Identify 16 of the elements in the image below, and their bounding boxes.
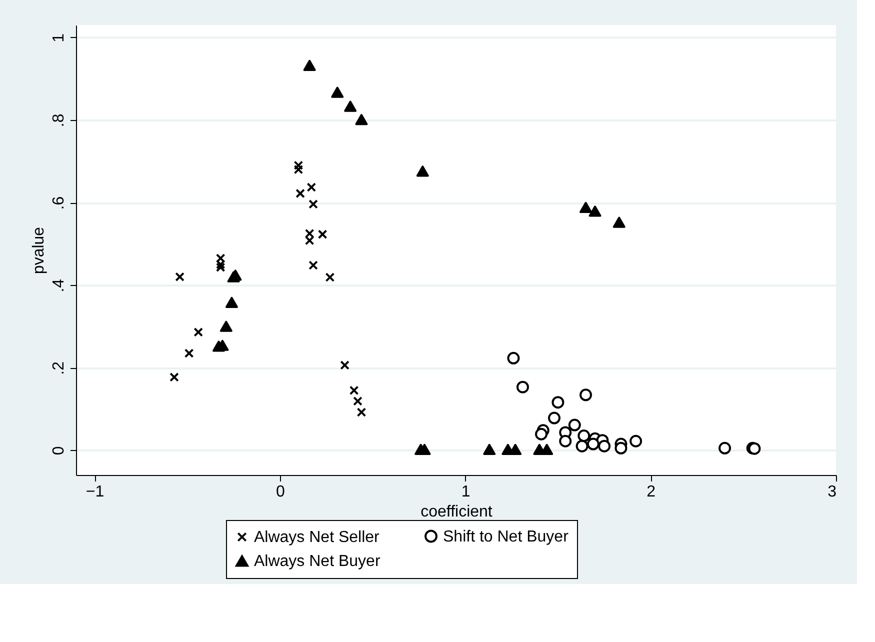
y-tick-label: 1 — [50, 33, 68, 42]
y-tick-label: .2 — [50, 361, 68, 375]
x-tick-label: 2 — [646, 484, 656, 500]
y-tick-label: .4 — [50, 278, 68, 292]
y-axis-title: pvalue — [30, 226, 48, 274]
legend-label: Always Net Seller — [254, 529, 380, 546]
x-tick-label: 0 — [276, 484, 285, 500]
y-tick-label: 0 — [50, 446, 68, 456]
x-axis-title: coefficient — [420, 504, 493, 520]
x-tick-label: 1 — [461, 484, 470, 500]
x-tick-label: 3 — [828, 484, 837, 500]
y-tick-label: .6 — [50, 196, 68, 210]
y-tick-label: .8 — [50, 114, 68, 128]
legend-label: Always Net Buyer — [254, 553, 381, 570]
legend-label: Shift to Net Buyer — [443, 528, 570, 546]
x-tick-label: −1 — [86, 484, 104, 500]
